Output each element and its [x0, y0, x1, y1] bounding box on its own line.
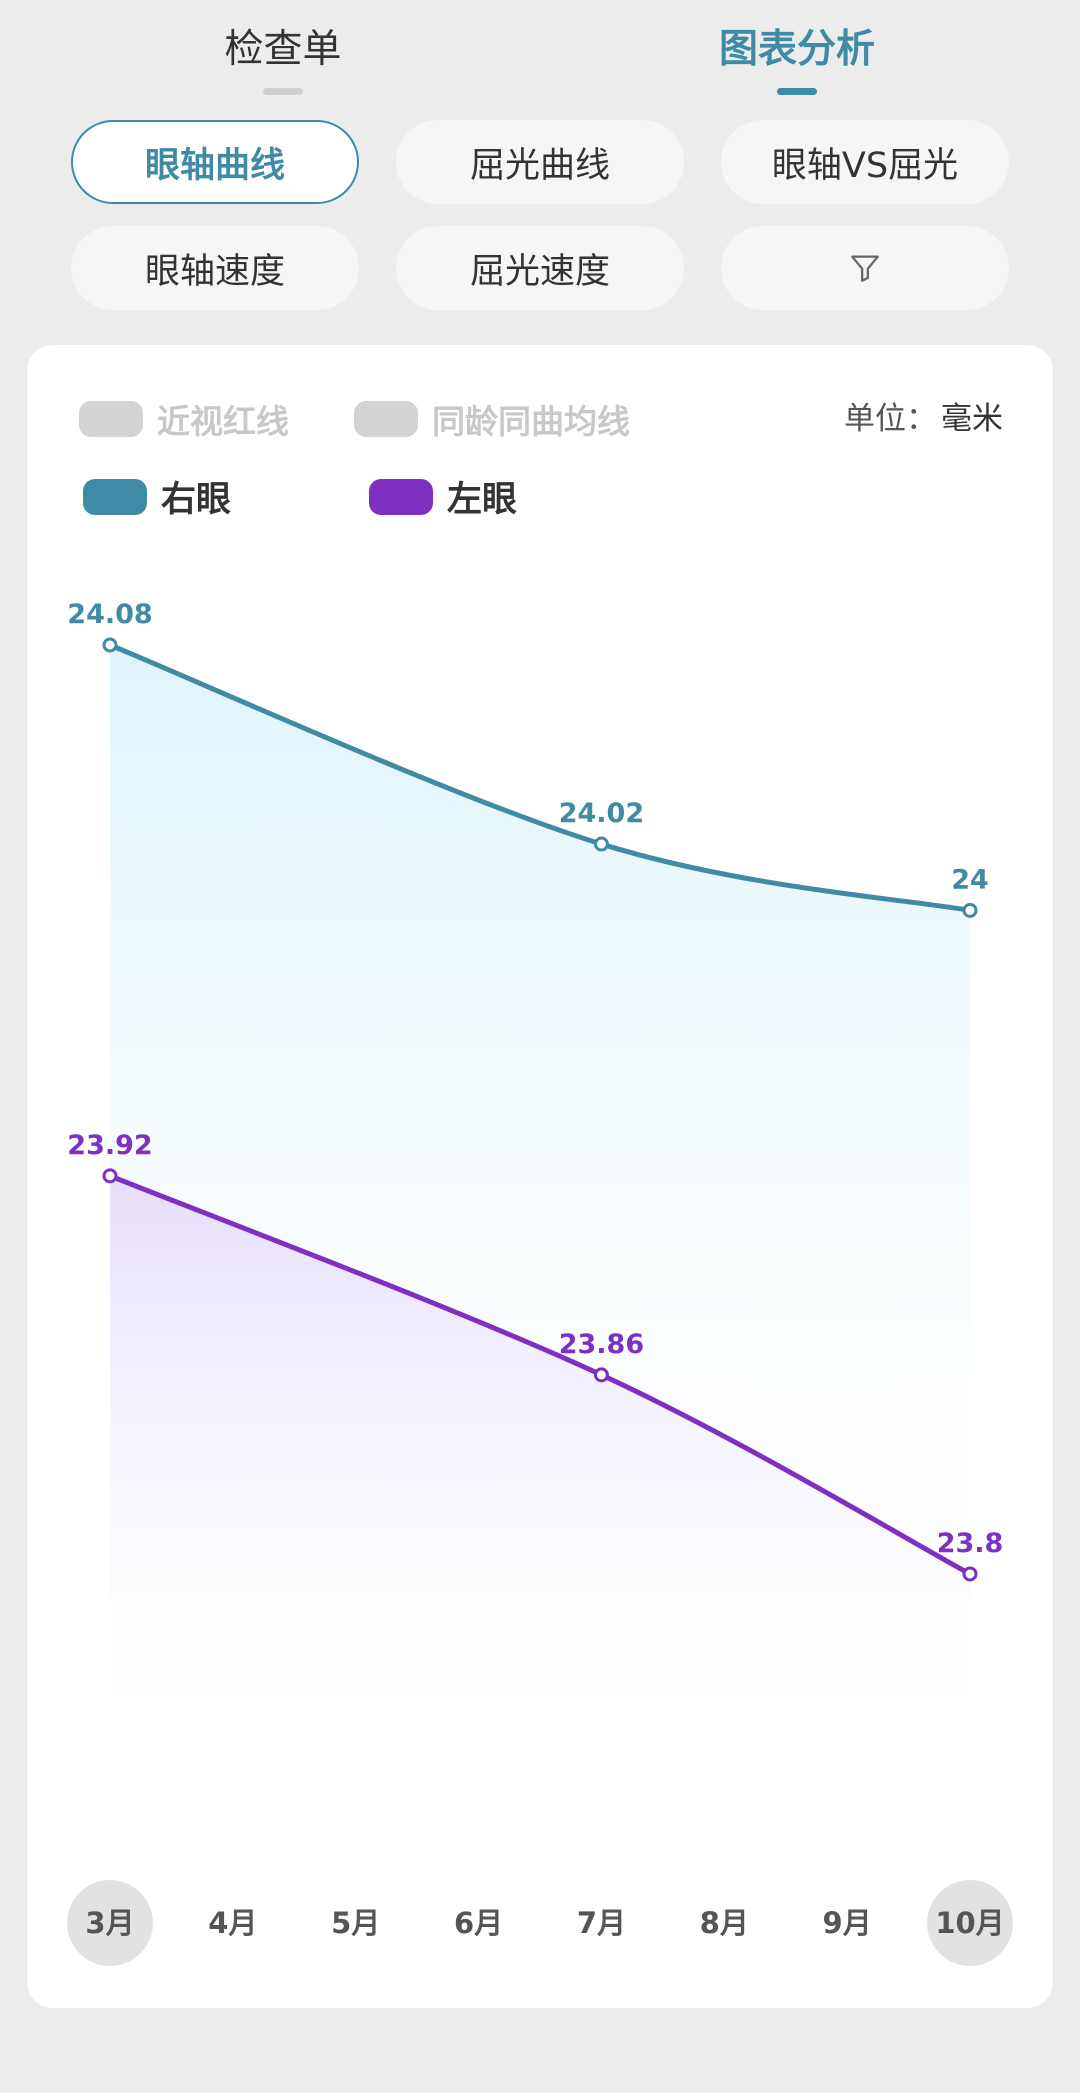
legend-label-right: 右眼: [161, 480, 232, 520]
x-tick-label[interactable]: 6月: [454, 1906, 503, 1940]
top-tabs: 检查单 图表分析: [0, 0, 1080, 110]
legend-age-average[interactable]: 同龄同曲均线: [354, 395, 630, 443]
legend-swatch: [354, 401, 418, 437]
x-tick-highlight: [927, 1880, 1013, 1966]
x-tick-highlight: [67, 1880, 153, 1966]
line-chart: 24.08 24.02 24 23.92 23.86 23.8 3月 4月 5月 6月 7月 8月 9月…: [67, 599, 1013, 1966]
legend-label: 同龄同曲均线: [432, 402, 630, 441]
data-point[interactable]: [962, 902, 978, 918]
tab-chart-analysis[interactable]: 图表分析: [718, 27, 875, 72]
data-label: 24.02: [559, 798, 644, 829]
data-label: 23.8: [937, 1528, 1004, 1559]
chip-axial-speed[interactable]: 眼轴速度: [71, 226, 359, 310]
x-tick-label[interactable]: 5月: [331, 1906, 380, 1940]
chip-refraction-curve[interactable]: 屈光曲线: [396, 120, 684, 204]
data-point[interactable]: [593, 836, 609, 852]
x-tick-label[interactable]: 8月: [700, 1906, 749, 1940]
filter-button[interactable]: [721, 226, 1009, 310]
x-tick-label[interactable]: 9月: [823, 1906, 872, 1940]
data-label: 23.92: [67, 1130, 152, 1161]
unit-prefix: 单位：: [844, 401, 937, 437]
data-label: 24: [951, 864, 989, 895]
series-line-left: [107, 1173, 973, 1577]
legend-label-left: 左眼: [447, 480, 518, 520]
tab-chart-analysis-indicator: [777, 88, 817, 95]
legend-label: 近视红线: [157, 402, 289, 441]
filter-icon: [851, 255, 879, 282]
legend-left-eye[interactable]: 左眼: [369, 471, 517, 522]
series-area-left: [110, 1175, 970, 1755]
data-point[interactable]: [962, 1566, 978, 1582]
data-label: 24.08: [67, 599, 152, 630]
legend-swatch-left: [369, 478, 433, 515]
chart-card: 近视红线 同龄同曲均线 单位： 毫米 右眼 左眼 24.08 24.02 24 23.9…: [27, 345, 1053, 2008]
x-tick-label[interactable]: 3月: [85, 1906, 134, 1940]
series-line-right: [107, 642, 973, 913]
legend-swatch: [79, 401, 143, 437]
tab-checklist[interactable]: 检查单: [224, 27, 342, 72]
chip-axial-vs-refraction[interactable]: 眼轴VS屈光: [721, 120, 1009, 204]
data-label: 23.86: [559, 1329, 644, 1360]
unit-label: 单位： 毫米: [844, 393, 1003, 438]
data-point[interactable]: [102, 637, 118, 653]
x-tick-label[interactable]: 10月: [935, 1906, 1004, 1940]
unit-value: 毫米: [941, 401, 1003, 437]
data-point[interactable]: [102, 1168, 118, 1184]
legend-swatch-right: [83, 478, 147, 515]
legend-right-eye[interactable]: 右眼: [83, 471, 231, 522]
chip-axial-curve[interactable]: 眼轴曲线: [71, 120, 359, 204]
legend-myopia-redline[interactable]: 近视红线: [79, 395, 289, 443]
chip-refraction-speed[interactable]: 屈光速度: [396, 226, 684, 310]
x-tick-label[interactable]: 4月: [208, 1906, 257, 1940]
data-point[interactable]: [593, 1367, 609, 1383]
tab-checklist-indicator: [263, 88, 303, 95]
x-tick-label[interactable]: 7月: [577, 1906, 626, 1940]
